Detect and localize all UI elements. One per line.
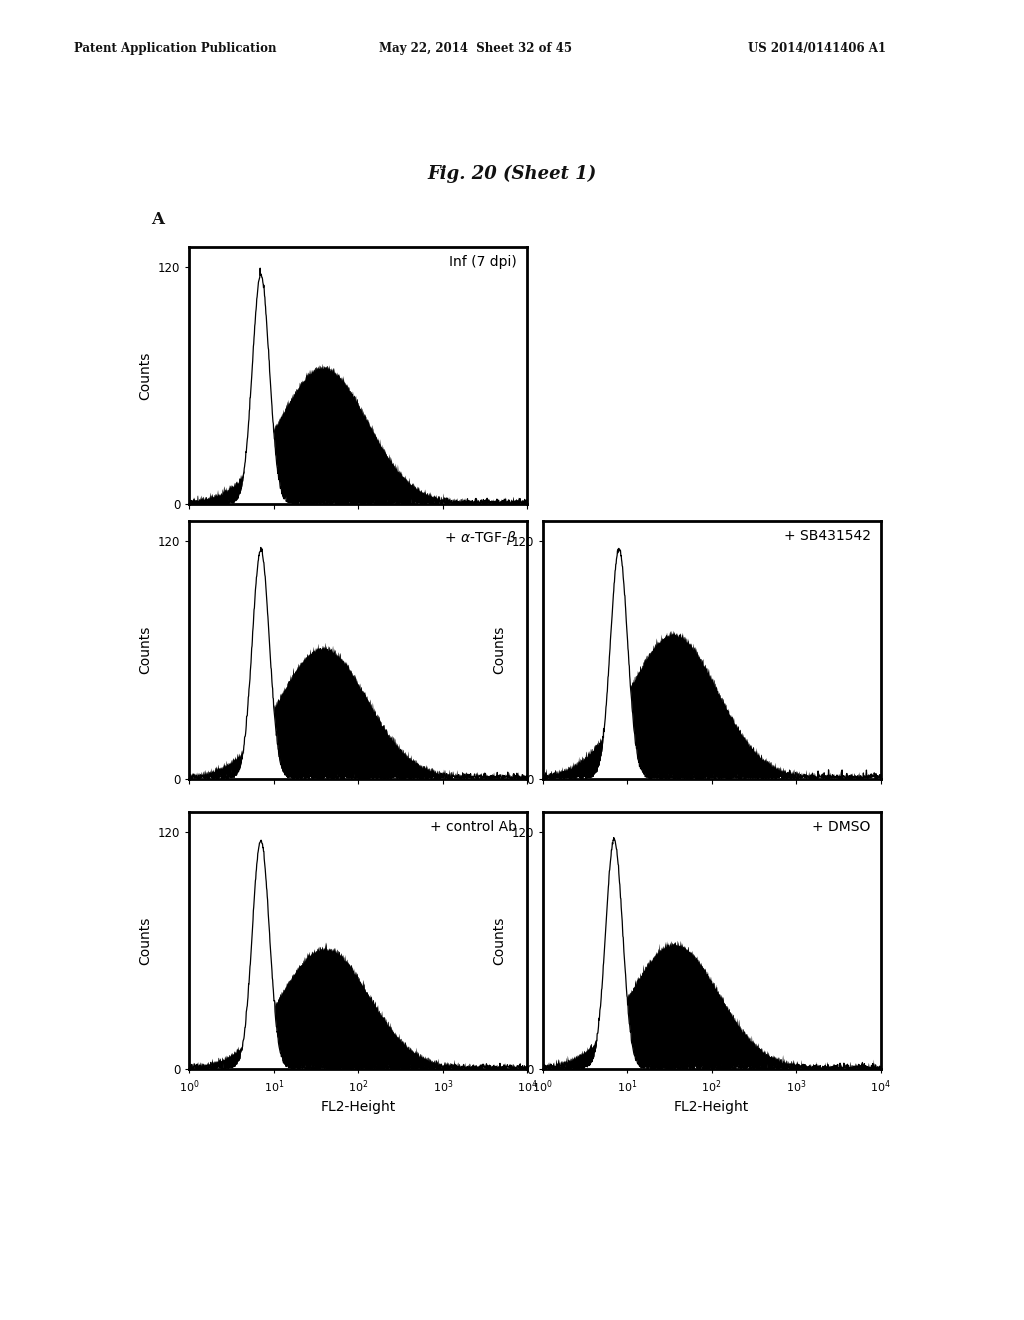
Text: Fig. 20 (Sheet 1): Fig. 20 (Sheet 1) bbox=[427, 165, 597, 183]
Y-axis label: Counts: Counts bbox=[492, 916, 506, 965]
X-axis label: FL2-Height: FL2-Height bbox=[674, 1101, 750, 1114]
Y-axis label: Counts: Counts bbox=[138, 916, 153, 965]
Y-axis label: Counts: Counts bbox=[492, 626, 506, 675]
Y-axis label: Counts: Counts bbox=[138, 351, 153, 400]
Text: Inf (7 dpi): Inf (7 dpi) bbox=[450, 255, 517, 268]
Y-axis label: Counts: Counts bbox=[138, 626, 153, 675]
Text: + DMSO: + DMSO bbox=[812, 820, 870, 833]
Text: + SB431542: + SB431542 bbox=[783, 529, 870, 543]
Text: US 2014/0141406 A1: US 2014/0141406 A1 bbox=[748, 42, 886, 55]
Text: + $\alpha$-TGF-$\beta$: + $\alpha$-TGF-$\beta$ bbox=[444, 529, 517, 546]
X-axis label: FL2-Height: FL2-Height bbox=[321, 1101, 396, 1114]
Text: + control Ab: + control Ab bbox=[430, 820, 517, 833]
Text: Patent Application Publication: Patent Application Publication bbox=[74, 42, 276, 55]
Text: May 22, 2014  Sheet 32 of 45: May 22, 2014 Sheet 32 of 45 bbox=[379, 42, 571, 55]
Text: A: A bbox=[152, 211, 165, 228]
